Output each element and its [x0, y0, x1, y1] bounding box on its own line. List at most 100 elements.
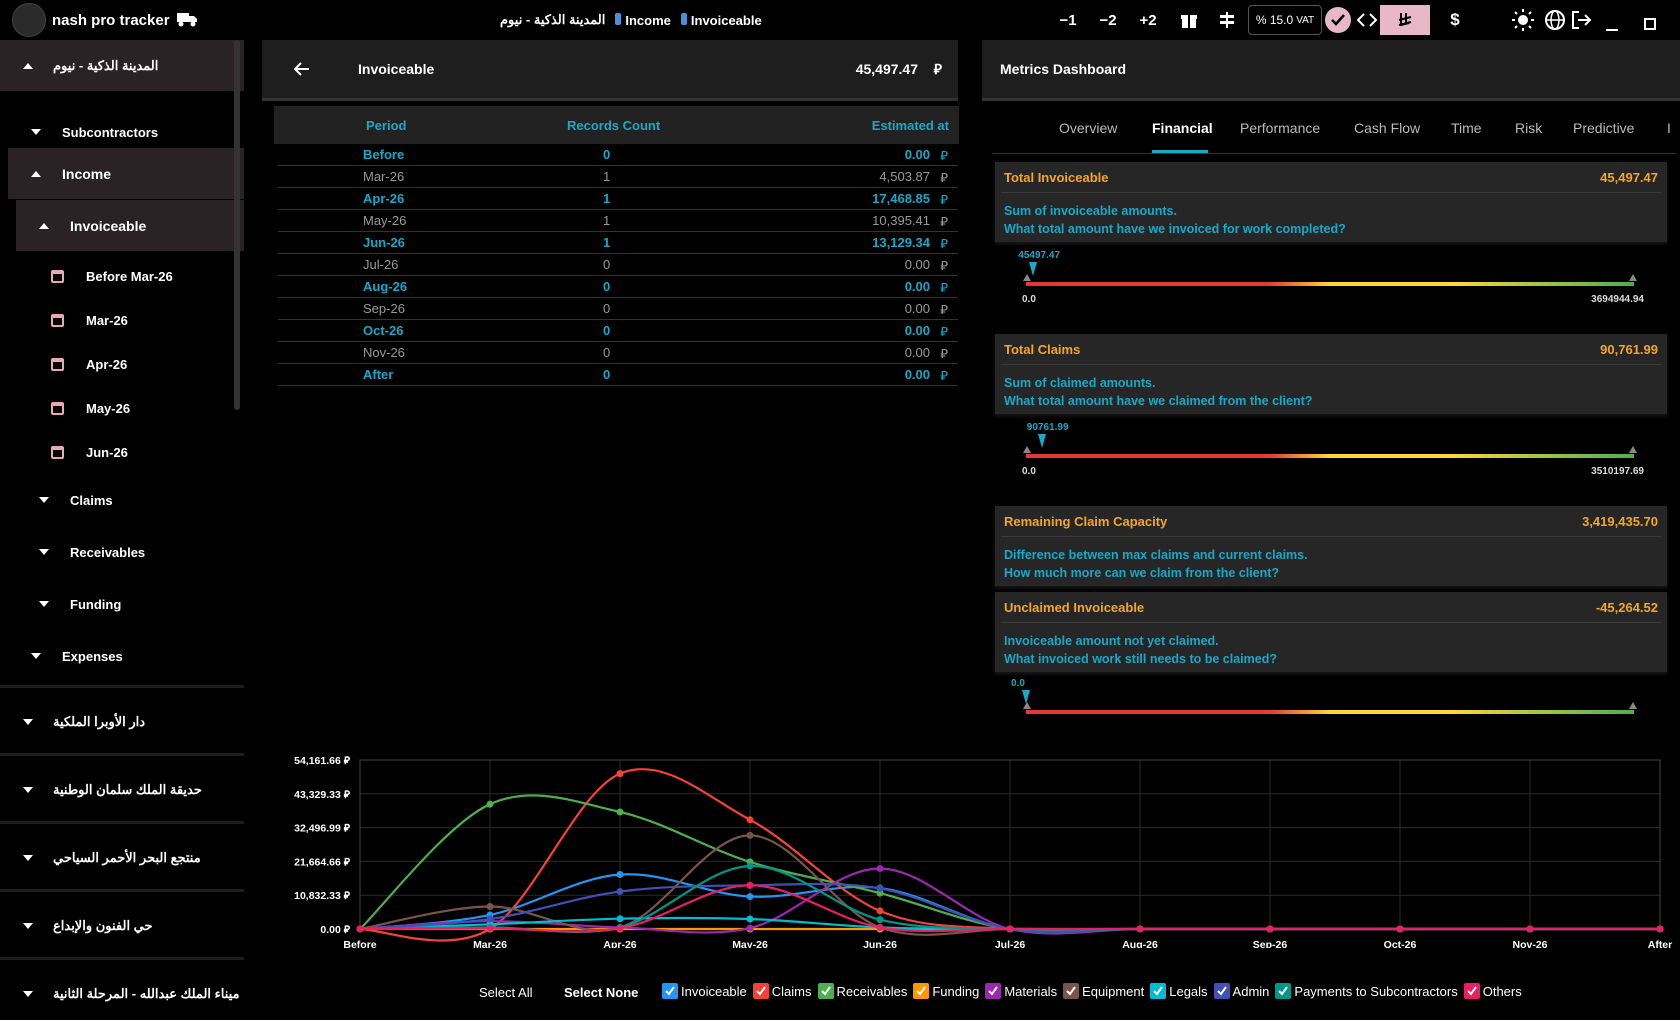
breadcrumb-invoiceable[interactable]: Invoiceable [690, 12, 762, 28]
panel-divider [262, 98, 958, 101]
data-point[interactable] [876, 923, 884, 931]
data-point[interactable] [1136, 925, 1144, 933]
minus-two-button[interactable]: −2 [1099, 11, 1117, 29]
legend-item[interactable]: Funding [913, 983, 979, 999]
truck-icon[interactable] [176, 10, 198, 28]
card-value: 45,497.47 [1600, 170, 1658, 185]
dollar-currency-button[interactable]: $ [1450, 10, 1460, 29]
checkbox-icon[interactable] [1150, 983, 1167, 999]
select-all-button[interactable]: Select All [479, 985, 533, 1000]
data-point[interactable] [876, 884, 884, 892]
col-period[interactable]: Period [366, 118, 407, 133]
data-point[interactable] [486, 924, 494, 932]
tab-cash-flow[interactable]: Cash Flow [1354, 120, 1421, 136]
tab-performance[interactable]: Performance [1240, 120, 1321, 136]
checkbox-icon[interactable] [985, 983, 1002, 999]
legend-item[interactable]: Receivables [817, 983, 907, 999]
data-point[interactable] [616, 870, 624, 878]
table-row[interactable]: Apr-26 1 17,468.85 ⃁ [278, 188, 958, 210]
tab-overview[interactable]: Overview [1059, 120, 1118, 136]
data-point[interactable] [876, 864, 884, 872]
select-none-button[interactable]: Select None [564, 985, 639, 1000]
data-point[interactable] [746, 881, 754, 889]
back-arrow-icon[interactable] [294, 62, 310, 76]
gift-icon[interactable] [1180, 8, 1198, 32]
breadcrumb-income[interactable]: Income [625, 12, 671, 28]
data-point[interactable] [1396, 925, 1404, 933]
data-point[interactable] [1526, 925, 1534, 933]
data-point[interactable] [1656, 925, 1664, 933]
data-point[interactable] [746, 862, 754, 870]
data-point[interactable] [616, 915, 624, 923]
sidebar-item-income[interactable]: Income [8, 148, 244, 199]
legend-item[interactable]: Admin [1213, 983, 1269, 999]
data-point[interactable] [746, 924, 754, 932]
legend-item[interactable]: Others [1463, 983, 1522, 999]
sidebar-item-invoiceable[interactable]: Invoiceable [16, 200, 244, 251]
app-logo[interactable] [12, 3, 46, 37]
minus-one-button[interactable]: −1 [1059, 11, 1077, 29]
legend-item[interactable]: Legals [1150, 983, 1208, 999]
data-point[interactable] [746, 915, 754, 923]
plus-two-button[interactable]: +2 [1139, 11, 1157, 29]
table-row[interactable]: Nov-26 0 0.00 ⃁ [278, 342, 958, 364]
vat-input[interactable]: % 15.0 VAT [1248, 5, 1322, 35]
table-row[interactable]: Jul-26 0 0.00 ⃁ [278, 254, 958, 276]
data-point[interactable] [356, 925, 364, 933]
table-row[interactable]: Jun-26 1 13,129.34 ⃁ [278, 232, 958, 254]
riyal-currency-button[interactable] [1380, 5, 1430, 35]
data-point[interactable] [746, 893, 754, 901]
checkbox-icon[interactable] [1463, 983, 1480, 999]
data-point[interactable] [616, 888, 624, 896]
data-point[interactable] [616, 808, 624, 816]
legend-item[interactable]: Invoiceable [662, 983, 747, 999]
sun-icon[interactable] [1511, 8, 1535, 32]
tab-predictive[interactable]: Predictive [1573, 120, 1635, 136]
data-point[interactable] [486, 800, 494, 808]
tab-financial[interactable]: Financial [1152, 120, 1213, 136]
sidebar-project-current[interactable]: المدينة الذكية - نيوم [0, 40, 244, 91]
table-row[interactable]: After 0 0.00 ⃁ [278, 364, 958, 386]
checkbox-icon[interactable] [1213, 983, 1230, 999]
checkbox-icon[interactable] [1275, 983, 1292, 999]
data-point[interactable] [616, 924, 624, 932]
col-records-count[interactable]: Records Count [567, 118, 661, 133]
sidebar-scrollbar[interactable] [234, 40, 240, 410]
data-point[interactable] [746, 831, 754, 839]
table-row[interactable]: Mar-26 1 4,503.87 ⃁ [278, 166, 958, 188]
data-point[interactable] [486, 903, 494, 911]
table-row[interactable]: Before 0 0.00 ⃁ [278, 144, 958, 166]
table-row[interactable]: Sep-26 0 0.00 ⃁ [278, 298, 958, 320]
check-icon[interactable] [1325, 7, 1351, 33]
sign-icon[interactable] [1218, 8, 1236, 32]
col-estimated-at[interactable]: Estimated at [871, 118, 949, 133]
minimize-button[interactable] [1605, 12, 1619, 36]
data-point[interactable] [876, 916, 884, 924]
legend-item[interactable]: Claims [752, 983, 812, 999]
legend-item[interactable]: Payments to Subcontractors [1275, 983, 1458, 999]
data-point[interactable] [616, 770, 624, 778]
data-point[interactable] [876, 907, 884, 915]
data-point[interactable] [746, 816, 754, 824]
checkbox-icon[interactable] [752, 983, 769, 999]
breadcrumb-project[interactable]: المدينة الذكية - نيوم [500, 12, 606, 27]
legend-item[interactable]: Equipment [1063, 983, 1144, 999]
globe-icon[interactable] [1544, 8, 1566, 32]
tab-risk[interactable]: Risk [1515, 120, 1543, 136]
table-row[interactable]: Oct-26 0 0.00 ⃁ [278, 320, 958, 342]
data-point[interactable] [1006, 925, 1014, 933]
data-point[interactable] [1266, 925, 1274, 933]
table-row[interactable]: May-26 1 10,395.41 ⃁ [278, 210, 958, 232]
data-point[interactable] [486, 915, 494, 923]
logout-icon[interactable] [1570, 8, 1592, 32]
checkbox-icon[interactable] [1063, 983, 1080, 999]
code-arrows-icon[interactable] [1356, 8, 1378, 32]
tab-more[interactable]: I [1667, 120, 1671, 136]
checkbox-icon[interactable] [817, 983, 834, 999]
legend-item[interactable]: Materials [985, 983, 1057, 999]
maximize-button[interactable] [1643, 12, 1657, 36]
checkbox-icon[interactable] [913, 983, 930, 999]
checkbox-icon[interactable] [662, 983, 678, 999]
tab-time[interactable]: Time [1451, 120, 1482, 136]
table-row[interactable]: Aug-26 0 0.00 ⃁ [278, 276, 958, 298]
